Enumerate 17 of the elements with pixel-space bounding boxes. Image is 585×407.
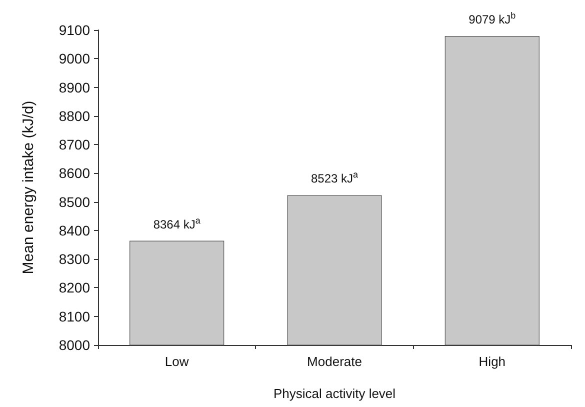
- y-tick-label: 8100: [58, 308, 90, 324]
- x-tick-label: High: [478, 354, 506, 369]
- y-tick-label: 8800: [58, 108, 90, 124]
- y-tick-label: 8300: [58, 251, 90, 268]
- x-tick-label: Moderate: [307, 354, 362, 369]
- y-tick-label: 8900: [58, 79, 90, 96]
- y-axis-title: Mean energy intake (kJ/d): [20, 100, 37, 274]
- y-tick-label: 9000: [58, 50, 90, 67]
- y-tick-label: 8700: [58, 136, 90, 153]
- y-tick-label: 9100: [58, 22, 90, 38]
- x-axis-title: Physical activity level: [273, 386, 396, 401]
- x-tick-label: Low: [164, 354, 190, 369]
- y-tick-label: 8600: [58, 165, 90, 182]
- y-tick-label: 8200: [58, 280, 90, 296]
- y-tick-label: 8500: [58, 194, 90, 210]
- y-tick-label: 8400: [58, 222, 90, 238]
- y-tick-label: 8000: [58, 337, 90, 353]
